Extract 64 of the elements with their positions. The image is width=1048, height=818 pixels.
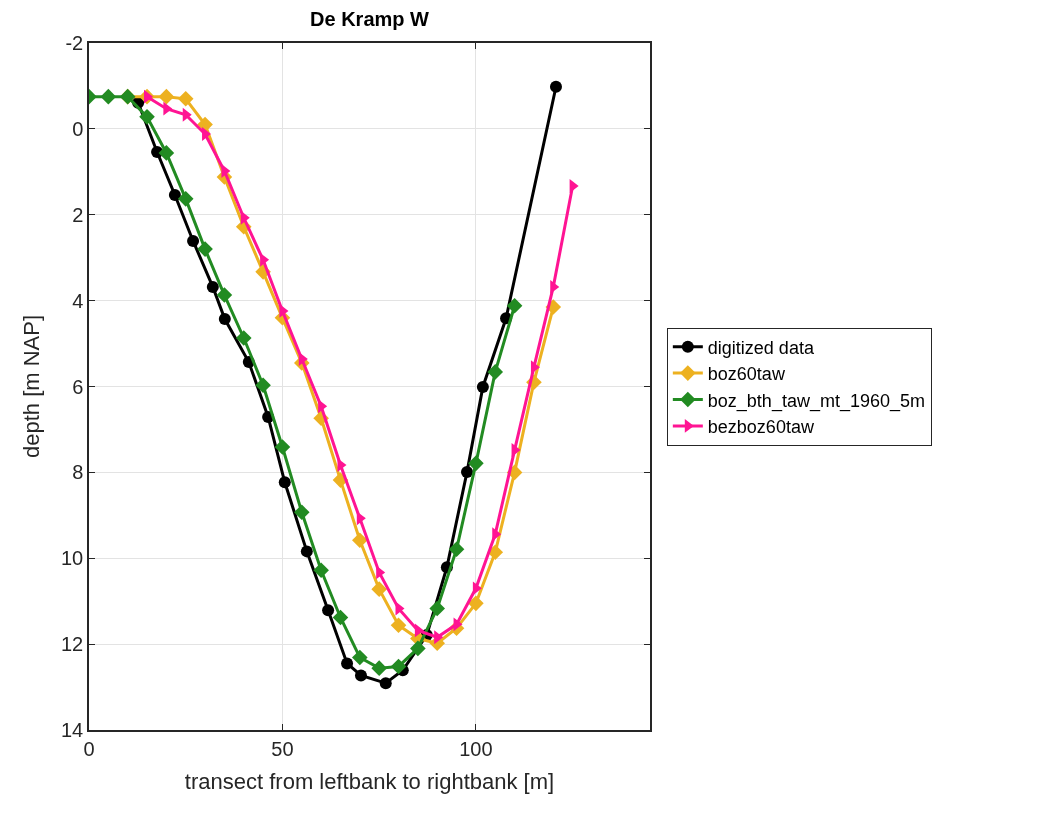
point	[298, 352, 308, 366]
point	[322, 604, 335, 617]
point	[410, 640, 426, 657]
point	[206, 280, 219, 293]
point	[390, 617, 407, 634]
point	[177, 91, 194, 107]
point	[549, 80, 562, 93]
point	[313, 562, 329, 579]
y-tick-label: 14	[61, 719, 84, 741]
x-tick-label: 100	[459, 737, 493, 760]
point	[235, 330, 252, 346]
point	[352, 649, 368, 666]
point	[429, 600, 446, 617]
point	[221, 164, 231, 178]
y-tick-label: 10	[61, 547, 84, 570]
point	[371, 660, 387, 676]
y-tick-label: 2	[72, 203, 84, 226]
point	[278, 476, 291, 489]
point	[461, 465, 473, 478]
point	[379, 677, 392, 690]
y-tick-label: 0	[72, 117, 84, 140]
point	[255, 377, 271, 394]
point	[139, 109, 155, 125]
point	[218, 313, 231, 326]
point	[293, 504, 310, 521]
point	[341, 657, 354, 670]
point	[371, 581, 387, 597]
point	[511, 443, 521, 457]
legend-label: digitized data	[707, 337, 815, 358]
chart-title: De Kramp W	[310, 8, 430, 30]
legend-label: bezboz60taw	[707, 416, 815, 437]
point	[274, 439, 291, 455]
point	[352, 532, 368, 549]
point	[177, 191, 194, 207]
y-tick-label: 6	[72, 375, 84, 398]
point	[197, 241, 213, 257]
point	[506, 297, 523, 314]
point	[279, 304, 289, 318]
point	[187, 234, 200, 247]
point	[390, 658, 407, 675]
point	[355, 669, 367, 682]
y-tick-label: 4	[72, 289, 84, 312]
point	[448, 541, 465, 558]
y-tick-label: 8	[72, 461, 84, 484]
point	[487, 364, 504, 380]
point	[158, 88, 175, 105]
y-tick-label: -2	[65, 32, 84, 54]
point	[202, 127, 212, 141]
legend-label: boz60taw	[707, 364, 786, 385]
x-axis-title: transect from leftbank to rightbank [m]	[184, 769, 555, 795]
point	[569, 179, 579, 193]
point	[100, 88, 117, 105]
point	[468, 455, 484, 472]
point	[168, 189, 181, 201]
legend-label: boz_bth_taw_mt_1960_5m	[707, 390, 925, 412]
point	[468, 595, 484, 612]
point	[476, 380, 489, 393]
x-tick-label: 50	[271, 737, 294, 760]
point	[332, 609, 349, 626]
point	[158, 145, 175, 161]
point	[300, 545, 313, 558]
y-axis-title: depth [m NAP]	[19, 314, 45, 459]
y-tick-label: 12	[61, 633, 84, 656]
point	[216, 287, 233, 303]
